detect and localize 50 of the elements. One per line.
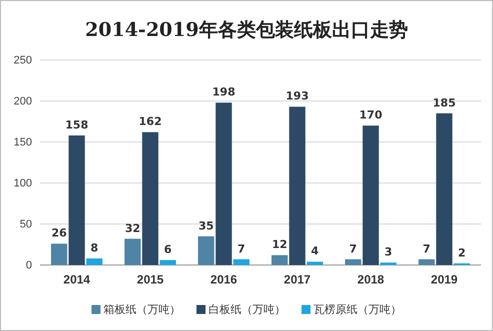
x-tick-label: 2016 [210,272,238,287]
bar [51,244,68,265]
bar [272,255,288,265]
data-label: 35 [198,219,214,232]
data-label: 7 [349,242,357,256]
data-label: 198 [212,86,236,99]
y-tick-label: 250 [14,54,32,67]
legend-label: 箱板纸（万吨） [104,303,180,316]
y-tick-label: 0 [26,260,32,272]
x-tick-label: 2018 [357,272,384,287]
data-label: 2 [458,246,466,260]
data-label: 193 [286,90,309,103]
bar [436,113,452,265]
y-tick-label: 50 [20,218,32,231]
y-tick-label: 200 [14,96,32,108]
data-label: 162 [138,115,162,128]
bar [418,259,435,265]
data-label: 4 [311,244,320,258]
bar [86,258,102,265]
bar [345,259,362,265]
bar [306,262,323,265]
bar [289,106,306,265]
data-label: 170 [359,108,383,122]
x-tick-label: 2017 [284,272,311,287]
legend-label: 瓦楞原纸（万吨） [314,303,402,316]
data-label: 26 [51,226,68,240]
y-tick-label: 100 [14,178,32,190]
bar [198,236,214,265]
bar [216,102,232,265]
data-label: 8 [90,241,98,254]
bar [142,132,158,265]
data-label: 32 [124,222,140,235]
bar [160,260,176,265]
bar [124,238,141,265]
bar [233,259,250,265]
data-label: 3 [384,246,392,259]
x-tick-label: 2015 [136,272,164,287]
bar [68,135,85,265]
data-label: 158 [65,118,88,132]
legend-label: 白板纸（万吨） [208,303,286,316]
y-tick-label: 150 [14,136,32,149]
x-tick-label: 2014 [63,272,90,287]
data-label: 7 [238,242,246,256]
data-label: 12 [272,238,288,252]
data-label: 6 [164,243,172,256]
data-label: 185 [432,96,456,110]
bar [362,126,379,265]
x-tick-label: 2019 [430,272,458,287]
chart-title: 2014-2019年各类包装纸板出口走势 [85,19,408,41]
data-label: 7 [422,242,430,256]
